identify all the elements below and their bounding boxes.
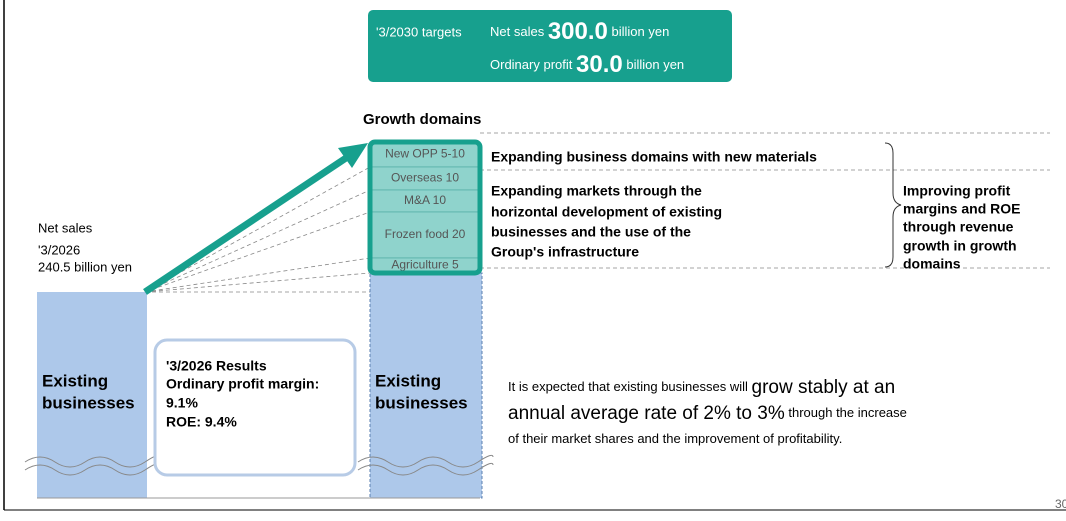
run: of their market shares and the improveme… <box>508 431 842 446</box>
segment-label: Overseas 10 <box>391 171 459 185</box>
text-line: Improving profit <box>903 183 1011 199</box>
text-line: 9.1% <box>166 395 198 411</box>
run: through the increase <box>785 405 907 420</box>
paragraph-line: of their market shares and the improveme… <box>508 431 842 446</box>
text-line: businesses <box>42 393 135 412</box>
text-line: '3/2026 Results <box>166 358 267 374</box>
text-line: '3/2026 <box>38 242 80 257</box>
results-box <box>153 338 357 477</box>
text: Net sales 300.0 billion yen <box>490 18 669 45</box>
targets: '3/2030 targets Net sales 300.0 billion … <box>376 18 684 78</box>
run: It is expected that existing businesses … <box>508 379 752 394</box>
segment-label: Frozen food 20 <box>385 227 466 241</box>
growth-border <box>367 139 483 276</box>
paragraph-line: It is expected that existing businesses … <box>508 377 895 398</box>
text-line: Expanding markets through the <box>491 183 702 199</box>
text-line: domains <box>903 256 961 272</box>
brace <box>884 142 902 268</box>
text-line: Existing <box>42 371 108 390</box>
title: Growth domains <box>363 111 481 128</box>
text-line: margins and ROE <box>903 201 1020 217</box>
text-line: 240.5 billion yen <box>38 259 132 274</box>
arrow <box>143 149 357 295</box>
run: grow stably at an <box>752 377 896 398</box>
text-line: Net sales <box>38 220 93 235</box>
text-line: Group's infrastructure <box>491 244 639 260</box>
segment <box>369 211 481 259</box>
page-number: 30 <box>1055 497 1066 511</box>
arrowhead <box>338 143 368 168</box>
segment-label: New OPP 5-10 <box>385 147 465 161</box>
bar <box>369 272 483 499</box>
texts: Net sales '3/2026 240.5 billion yen Existin… <box>38 149 1020 447</box>
label: '3/2030 targets <box>376 24 462 39</box>
run: annual average rate of 2% to 3% <box>508 403 785 424</box>
segment-label: Agriculture 5 <box>391 258 459 272</box>
text-line: Ordinary profit margin: <box>166 376 319 392</box>
segment-label: M&A 10 <box>404 193 446 207</box>
bar <box>37 292 147 498</box>
text-line: businesses <box>375 393 468 412</box>
text: Ordinary profit 30.0 billion yen <box>490 51 684 78</box>
targets-box <box>368 10 732 82</box>
text-line: horizontal development of existing <box>491 204 722 220</box>
growth-stack: New OPP 5-10 Overseas 10 M&A 10 Frozen food… <box>369 141 481 274</box>
break <box>24 454 494 476</box>
text-line: through revenue <box>903 219 1014 235</box>
text-line: businesses and the use of the <box>491 224 691 240</box>
note: Expanding business domains with new mate… <box>491 149 817 165</box>
text-line: growth in growth <box>903 238 1017 254</box>
text-line: ROE: 9.4% <box>166 414 237 430</box>
text-line: Existing <box>375 371 441 390</box>
paragraph-line: annual average rate of 2% to 3% through … <box>508 403 907 424</box>
